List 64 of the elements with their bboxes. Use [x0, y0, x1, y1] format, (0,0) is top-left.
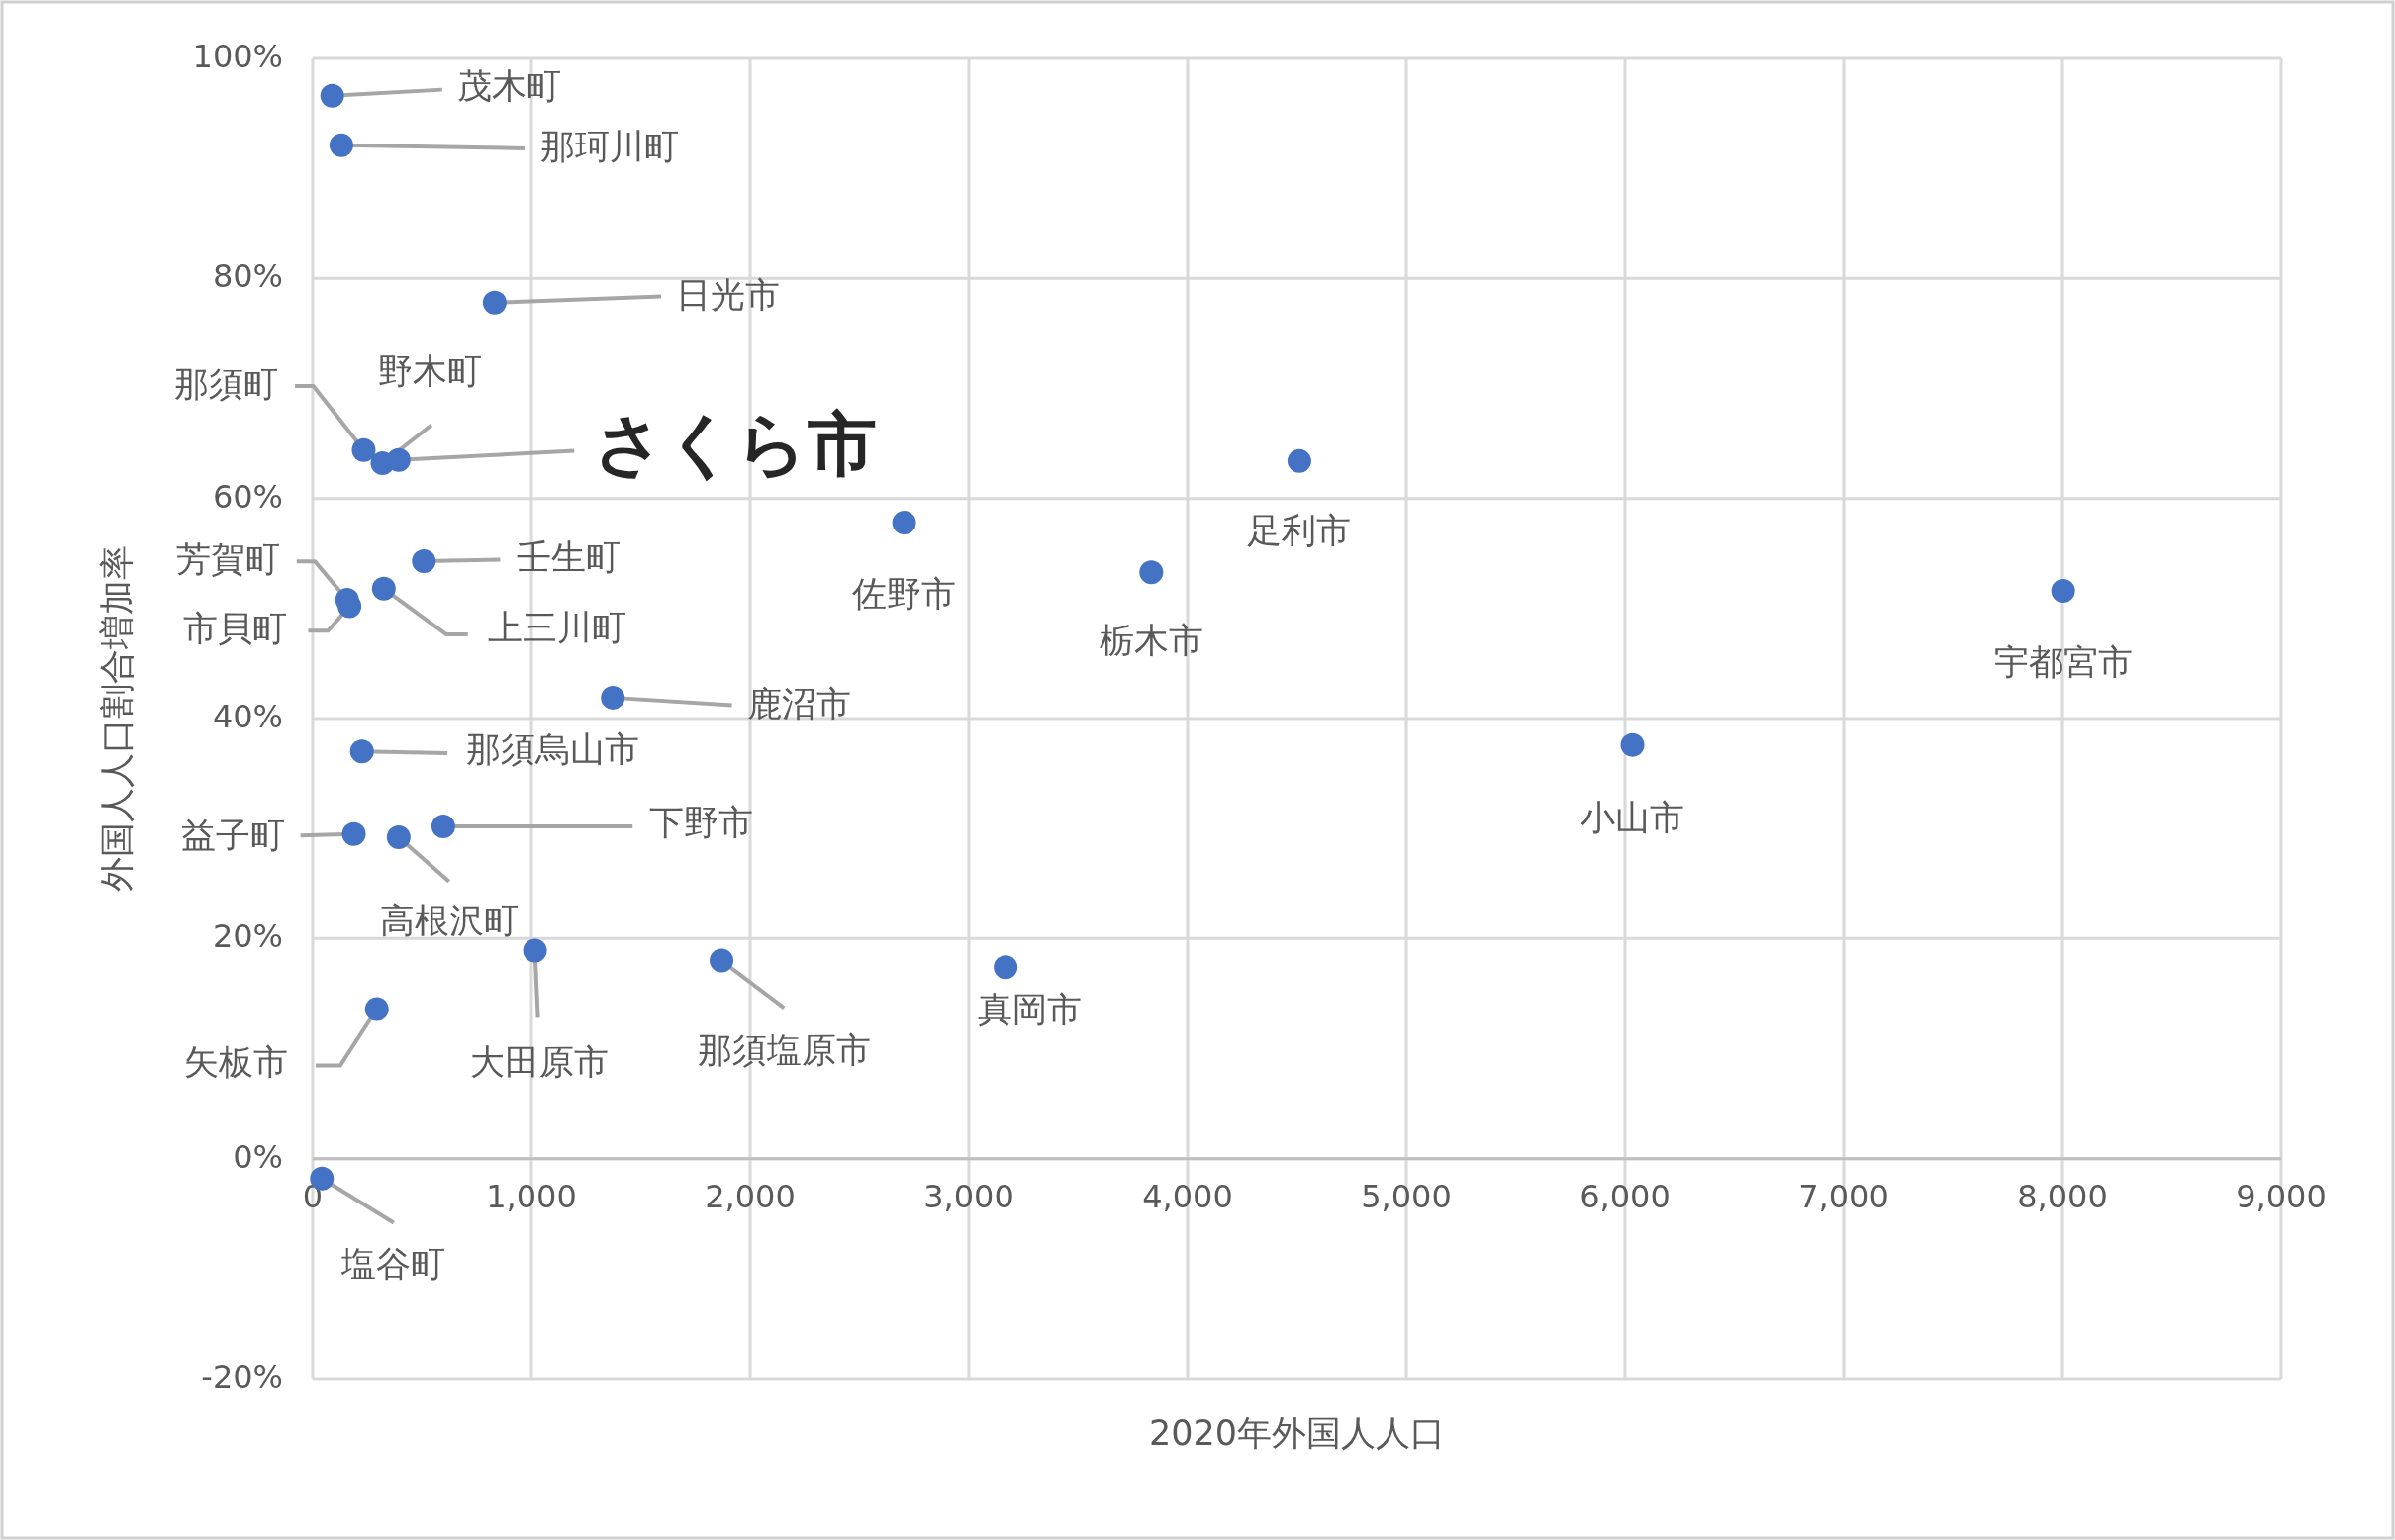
point: [371, 576, 396, 601]
x-axis-title: 2020年外国人人口: [1148, 1413, 1446, 1453]
point: [1287, 448, 1311, 473]
point: [710, 948, 734, 973]
annotation: 大田原市: [470, 1041, 610, 1082]
annotation: 益子町: [181, 815, 286, 855]
point: [386, 447, 411, 472]
y-tick-label: 40%: [212, 698, 283, 735]
point: [892, 511, 916, 535]
point: [320, 83, 344, 108]
y-tick-label: 60%: [212, 477, 283, 516]
annotation: 芳賀町: [175, 539, 280, 580]
annotation: さくら市: [594, 403, 878, 485]
point: [329, 133, 353, 157]
point: [386, 825, 411, 850]
x-tick-label: 4,000: [1142, 1177, 1233, 1215]
annotation: 那珂川町: [539, 126, 679, 166]
point: [1139, 560, 1164, 585]
point: [1620, 732, 1645, 757]
x-tick-label: 5,000: [1361, 1177, 1452, 1215]
annotation: 足利市: [1247, 511, 1352, 551]
point: [994, 955, 1018, 980]
x-tick-label: 1,000: [486, 1177, 577, 1215]
point: [351, 437, 376, 462]
point: [482, 290, 507, 315]
annotation: 栃木市: [1099, 621, 1203, 661]
point: [523, 938, 547, 963]
annotation: 宇都宮市: [1993, 642, 2133, 683]
point: [2051, 579, 2075, 604]
annotation: 小山市: [1581, 798, 1685, 838]
point: [431, 814, 455, 838]
annotation: 真岡市: [978, 989, 1083, 1029]
annotation: 壬生町: [517, 537, 622, 578]
annotation: 市貝町: [182, 609, 287, 649]
x-tick-label: 9,000: [2236, 1177, 2327, 1215]
point: [364, 997, 389, 1021]
annotation: 那須烏山市: [465, 729, 639, 770]
annotation: 那須町: [174, 363, 279, 404]
point: [601, 685, 625, 710]
annotation: 上三川町: [487, 608, 626, 648]
y-tick-label: 0%: [233, 1137, 283, 1176]
y-tick-label: 20%: [212, 917, 283, 956]
y-tick-label: 100%: [192, 38, 283, 75]
annotation: 高根沢町: [379, 901, 519, 941]
point: [341, 821, 366, 846]
annotation: 矢板市: [184, 1042, 289, 1083]
y-tick-label: 80%: [212, 257, 283, 296]
annotation: 野木町: [377, 351, 482, 392]
y-axis-title: 外国人人口割合増加率: [97, 545, 137, 892]
annotation: 那須塩原市: [697, 1030, 871, 1071]
x-tick-label: 8,000: [2017, 1177, 2108, 1215]
x-tick-label: 2,000: [705, 1177, 796, 1215]
annotation: 塩谷町: [340, 1243, 446, 1284]
annotation: 下野市: [649, 803, 754, 843]
annotation: 日光市: [676, 274, 781, 315]
point: [412, 549, 436, 574]
annotation: 鹿沼市: [747, 683, 851, 723]
annotation: 佐野市: [852, 574, 957, 615]
annotation: 茂木町: [457, 66, 562, 107]
x-tick-label: 6,000: [1580, 1177, 1671, 1215]
point: [349, 739, 374, 764]
x-tick-label: 7,000: [1798, 1177, 1889, 1215]
x-tick-label: 3,000: [923, 1177, 1014, 1215]
y-tick-label: -20%: [201, 1358, 283, 1396]
